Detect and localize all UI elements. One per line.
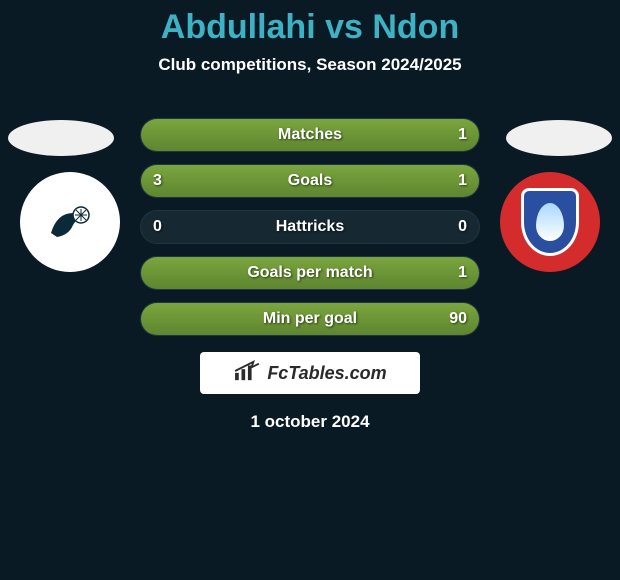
stat-label: Goals per match: [247, 264, 372, 282]
stat-label: Hattricks: [276, 218, 344, 236]
stat-label: Min per goal: [263, 310, 357, 328]
stat-value-right: 1: [458, 126, 467, 144]
chart-icon: [233, 360, 261, 387]
stat-value-left: 3: [153, 172, 162, 190]
crest-left: [20, 172, 120, 272]
shield-icon: [521, 188, 579, 256]
brand-text: FcTables.com: [267, 363, 386, 384]
stats-container: Matches 1 3 Goals 1 0 Hattricks 0 Goals per matc…: [140, 118, 480, 348]
stat-value-right: 1: [458, 172, 467, 190]
stat-value-right: 90: [449, 310, 467, 328]
crest-right: [500, 172, 600, 272]
flag-ellipse-right: [506, 120, 612, 156]
stat-row: Goals per match 1: [140, 256, 480, 290]
date-label: 1 october 2024: [200, 412, 420, 432]
stat-value-right: 1: [458, 264, 467, 282]
flag-ellipse-left: [8, 120, 114, 156]
stat-row: 0 Hattricks 0: [140, 210, 480, 244]
stat-row: 3 Goals 1: [140, 164, 480, 198]
brand-box: FcTables.com: [200, 352, 420, 394]
dolphin-icon: [47, 199, 93, 245]
stat-label: Matches: [278, 126, 342, 144]
stat-row: Min per goal 90: [140, 302, 480, 336]
stat-value-right: 0: [458, 218, 467, 236]
stat-label: Goals: [288, 172, 332, 190]
stat-value-left: 0: [153, 218, 162, 236]
page-title: Abdullahi vs Ndon: [0, 8, 620, 47]
page-subtitle: Club competitions, Season 2024/2025: [0, 55, 620, 75]
flame-icon: [536, 203, 564, 241]
stat-fill-left: [141, 165, 395, 197]
stat-row: Matches 1: [140, 118, 480, 152]
